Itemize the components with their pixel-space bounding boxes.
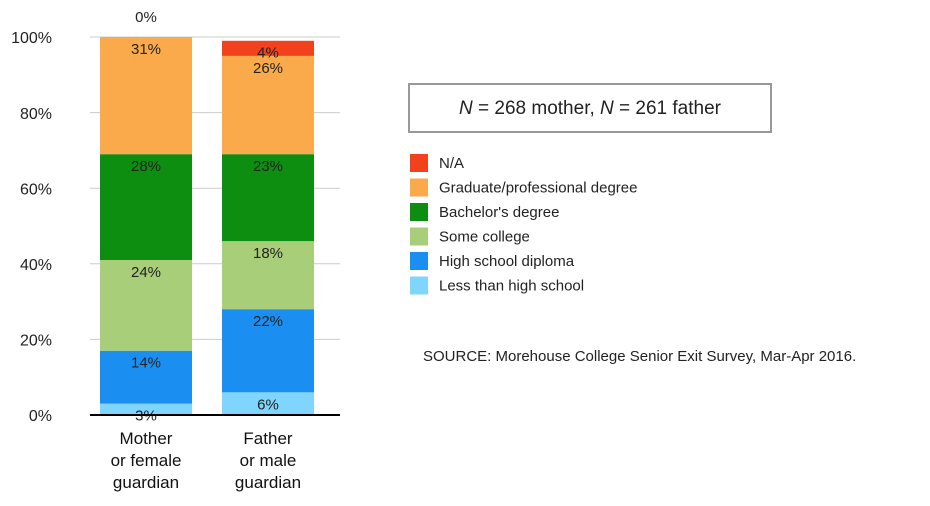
annotation-box [408, 83, 772, 133]
annotation-part: N [459, 98, 473, 119]
bar-segment [222, 40, 314, 56]
legend-swatch [410, 227, 428, 246]
value-label: 22% [253, 313, 283, 330]
value-label: 26% [253, 60, 283, 77]
bar-segment [100, 260, 192, 351]
legend-label: Bachelor's degree [439, 204, 559, 221]
x-tick-label: Mother or female guardian [110, 429, 182, 492]
y-tick-label: 100% [11, 30, 52, 47]
x-tick-label: Father or male guardian [234, 429, 302, 492]
legend-label: High school diploma [439, 253, 575, 270]
value-label: 18% [253, 245, 283, 262]
legend-label: Graduate/professional degree [439, 179, 637, 196]
source: SOURCE: Morehouse College Senior Exit Su… [423, 348, 856, 365]
bar-segment [100, 154, 192, 261]
legend-swatch [410, 154, 428, 172]
legend-label: N/A [439, 155, 464, 172]
bar-segment [222, 55, 314, 155]
bar-segment [100, 350, 192, 404]
value-label: 3% [135, 408, 157, 425]
annotation-part: N [600, 98, 614, 119]
annotation: N = 268 mother, N = 261 father [459, 98, 722, 119]
bar-segment [222, 309, 314, 393]
bar-segment [100, 37, 192, 155]
value-label: 0% [135, 9, 157, 26]
annotation-part: = 268 mother, [473, 98, 600, 119]
value-label: 24% [131, 264, 161, 281]
value-label: 6% [257, 396, 279, 413]
value-label: 4% [257, 45, 279, 62]
value-label: 28% [131, 158, 161, 175]
bar-segment [100, 403, 192, 415]
annotation-part: = 261 father [614, 98, 722, 119]
bar-segment [222, 241, 314, 310]
legend-swatch [410, 276, 428, 295]
legend-label: Some college [439, 228, 530, 245]
legend-swatch [410, 178, 428, 197]
y-tick-label: 0% [29, 408, 52, 425]
y-tick-label: 40% [20, 257, 52, 274]
value-label: 23% [253, 158, 283, 175]
value-label: 14% [131, 355, 161, 372]
y-tick-label: 60% [20, 181, 52, 198]
y-tick-label: 80% [20, 106, 52, 123]
legend-swatch [410, 252, 428, 270]
bar-segment [222, 154, 314, 242]
legend-label: Less than high school [439, 277, 584, 294]
value-label: 31% [131, 41, 161, 58]
y-tick-label: 20% [20, 333, 52, 350]
legend-swatch [410, 203, 428, 221]
bar-segment [222, 392, 314, 415]
